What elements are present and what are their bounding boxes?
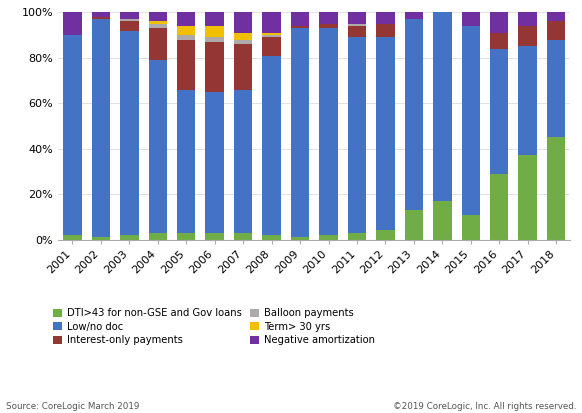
Bar (234, 33, 253, 40)
Bar (177, 40, 196, 90)
Bar (291, 26, 309, 28)
Bar (519, 12, 537, 26)
Bar (490, 12, 509, 33)
Bar (205, 26, 224, 37)
Bar (462, 12, 480, 26)
Bar (205, 92, 224, 233)
Bar (490, 173, 509, 240)
Bar (63, 235, 81, 240)
Bar (547, 40, 565, 137)
Bar (320, 12, 338, 24)
Bar (376, 12, 395, 24)
Bar (262, 35, 281, 37)
Bar (547, 137, 565, 240)
Bar (120, 31, 139, 235)
Bar (519, 156, 537, 240)
Text: ©2019 CoreLogic, Inc. All rights reserved.: ©2019 CoreLogic, Inc. All rights reserve… (393, 402, 576, 411)
Bar (433, 201, 452, 240)
Bar (148, 12, 167, 21)
Bar (291, 237, 309, 240)
Bar (433, 12, 452, 201)
Bar (177, 26, 196, 35)
Bar (91, 237, 110, 240)
Bar (234, 44, 253, 90)
Bar (91, 19, 110, 237)
Bar (490, 33, 509, 49)
Bar (205, 42, 224, 92)
Bar (177, 12, 196, 26)
Bar (148, 28, 167, 60)
Bar (205, 37, 224, 42)
Bar (262, 12, 281, 33)
Bar (519, 26, 537, 46)
Bar (91, 12, 110, 17)
Bar (120, 21, 139, 31)
Bar (347, 12, 366, 24)
Bar (262, 38, 281, 55)
Bar (177, 90, 196, 233)
Bar (547, 12, 565, 21)
Bar (376, 24, 395, 37)
Bar (547, 21, 565, 40)
Bar (262, 55, 281, 235)
Bar (490, 49, 509, 173)
Bar (376, 37, 395, 230)
Legend: DTI>43 for non-GSE and Gov loans, Low/no doc, Interest-only payments, Balloon pa: DTI>43 for non-GSE and Gov loans, Low/no… (53, 308, 375, 345)
Bar (234, 12, 253, 33)
Bar (320, 28, 338, 235)
Bar (63, 35, 81, 235)
Text: Source: CoreLogic March 2019: Source: CoreLogic March 2019 (6, 402, 139, 411)
Bar (347, 233, 366, 240)
Bar (234, 90, 253, 233)
Bar (148, 60, 167, 233)
Bar (376, 230, 395, 240)
Bar (177, 233, 196, 240)
Bar (120, 235, 139, 240)
Bar (91, 17, 110, 19)
Bar (404, 19, 423, 210)
Bar (120, 19, 139, 21)
Bar (63, 12, 81, 35)
Bar (205, 233, 224, 240)
Bar (262, 33, 281, 35)
Bar (177, 35, 196, 40)
Bar (404, 210, 423, 240)
Bar (347, 37, 366, 233)
Bar (291, 28, 309, 237)
Bar (234, 233, 253, 240)
Bar (291, 12, 309, 26)
Bar (347, 26, 366, 37)
Bar (205, 12, 224, 26)
Bar (148, 24, 167, 28)
Bar (347, 24, 366, 26)
Bar (148, 233, 167, 240)
Bar (320, 24, 338, 28)
Bar (148, 21, 167, 24)
Bar (320, 235, 338, 240)
Bar (234, 40, 253, 44)
Bar (262, 235, 281, 240)
Bar (519, 46, 537, 156)
Bar (120, 12, 139, 19)
Bar (462, 215, 480, 240)
Bar (462, 26, 480, 215)
Bar (404, 12, 423, 19)
